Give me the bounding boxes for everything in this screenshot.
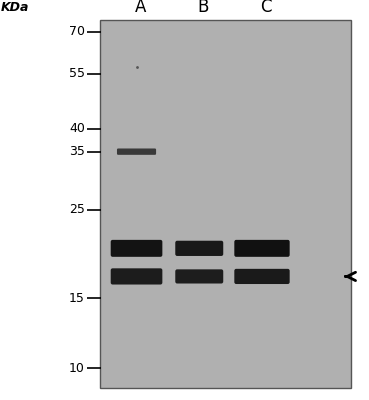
- Text: 55: 55: [69, 67, 85, 80]
- FancyBboxPatch shape: [175, 241, 223, 256]
- Text: 10: 10: [69, 362, 85, 375]
- Text: 15: 15: [69, 292, 85, 304]
- Text: 40: 40: [69, 122, 85, 135]
- FancyBboxPatch shape: [234, 240, 290, 257]
- Bar: [100, 20, 351, 388]
- Text: B: B: [197, 0, 208, 16]
- FancyBboxPatch shape: [111, 240, 162, 257]
- Text: C: C: [260, 0, 272, 16]
- FancyBboxPatch shape: [175, 269, 223, 284]
- Text: A: A: [135, 0, 146, 16]
- Text: KDa: KDa: [1, 1, 29, 14]
- Text: 70: 70: [69, 25, 85, 38]
- FancyBboxPatch shape: [117, 148, 156, 155]
- FancyBboxPatch shape: [234, 269, 290, 284]
- Text: 35: 35: [69, 145, 85, 158]
- FancyBboxPatch shape: [111, 268, 162, 284]
- Text: 25: 25: [69, 203, 85, 216]
